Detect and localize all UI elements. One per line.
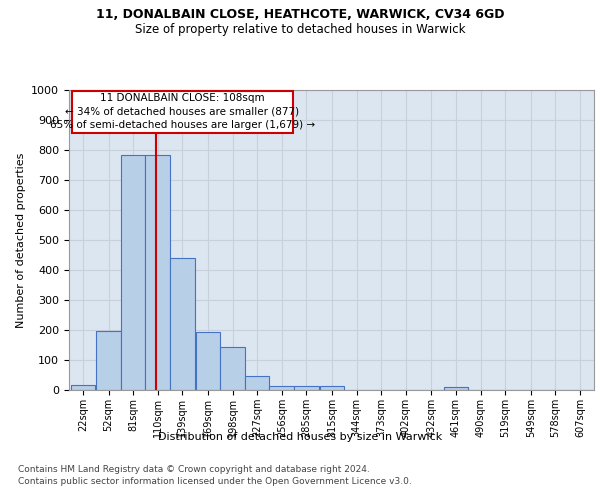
Bar xyxy=(220,347,245,390)
Bar xyxy=(121,154,145,390)
Bar xyxy=(294,386,319,390)
Bar xyxy=(245,376,269,390)
Text: Contains HM Land Registry data © Crown copyright and database right 2024.: Contains HM Land Registry data © Crown c… xyxy=(18,465,370,474)
FancyBboxPatch shape xyxy=(71,91,293,133)
Bar xyxy=(170,258,195,390)
Bar xyxy=(269,386,294,390)
Bar xyxy=(196,332,220,390)
Y-axis label: Number of detached properties: Number of detached properties xyxy=(16,152,26,328)
Bar xyxy=(71,384,95,390)
Bar xyxy=(145,154,170,390)
Text: 11 DONALBAIN CLOSE: 108sqm: 11 DONALBAIN CLOSE: 108sqm xyxy=(100,94,265,104)
Text: Distribution of detached houses by size in Warwick: Distribution of detached houses by size … xyxy=(158,432,442,442)
Text: Contains public sector information licensed under the Open Government Licence v3: Contains public sector information licen… xyxy=(18,478,412,486)
Bar xyxy=(96,331,121,390)
Bar xyxy=(320,386,344,390)
Text: 11, DONALBAIN CLOSE, HEATHCOTE, WARWICK, CV34 6GD: 11, DONALBAIN CLOSE, HEATHCOTE, WARWICK,… xyxy=(96,8,504,20)
Text: ← 34% of detached houses are smaller (877): ← 34% of detached houses are smaller (87… xyxy=(65,106,299,117)
Text: 65% of semi-detached houses are larger (1,679) →: 65% of semi-detached houses are larger (… xyxy=(50,120,315,130)
Text: Size of property relative to detached houses in Warwick: Size of property relative to detached ho… xyxy=(135,22,465,36)
Bar xyxy=(443,387,468,390)
